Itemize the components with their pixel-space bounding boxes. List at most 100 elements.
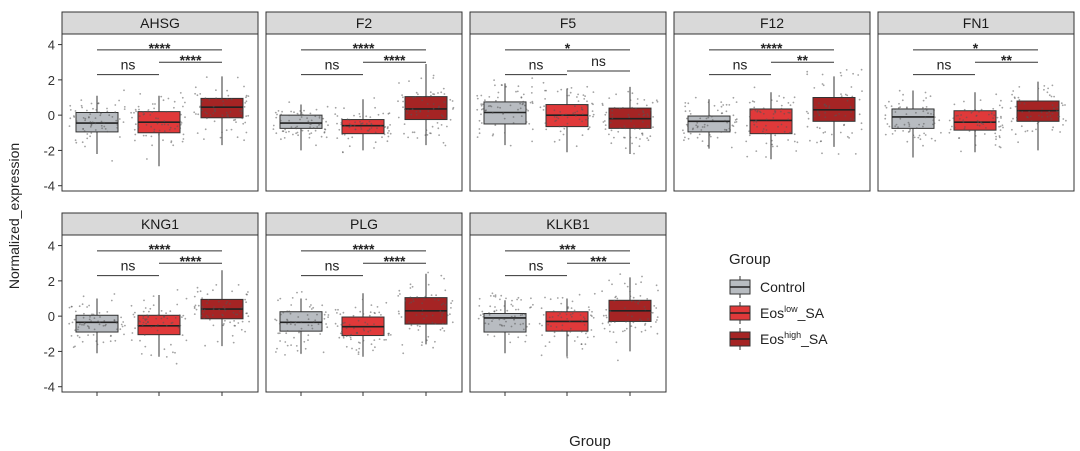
jitter-point: [604, 124, 607, 126]
jitter-point: [145, 322, 148, 325]
jitter-point: [201, 297, 204, 299]
jitter-point: [245, 96, 247, 99]
jitter-point: [350, 333, 352, 336]
jitter-point: [290, 304, 293, 306]
jitter-point: [84, 119, 86, 122]
jitter-point: [530, 297, 532, 300]
jitter-point: [238, 310, 241, 313]
jitter-point: [635, 136, 638, 139]
jitter-point: [235, 313, 237, 316]
jitter-point: [421, 341, 424, 344]
box-body: [404, 96, 448, 121]
jitter-point: [765, 118, 768, 121]
jitter-point: [696, 121, 699, 124]
jitter-point: [755, 150, 758, 153]
jitter-point: [138, 320, 141, 322]
jitter-point: [484, 99, 486, 102]
jitter-point: [656, 316, 659, 318]
jitter-point: [74, 310, 77, 313]
jitter-point: [562, 133, 565, 136]
jitter-point: [510, 325, 513, 328]
jitter-point: [780, 104, 783, 107]
jitter-point: [707, 101, 710, 104]
jitter-point: [77, 326, 80, 328]
jitter-point: [755, 119, 757, 122]
jitter-point: [949, 128, 952, 131]
jitter-point: [503, 132, 506, 134]
jitter-point: [348, 145, 351, 148]
box-body: [75, 112, 119, 133]
panel-title: PLG: [350, 216, 378, 232]
jitter-point: [223, 307, 226, 310]
box-control: [68, 89, 126, 162]
jitter-point: [631, 142, 633, 145]
jitter-point: [233, 324, 236, 327]
jitter-point: [806, 70, 809, 73]
jitter-point: [860, 128, 863, 131]
jitter-point: [539, 106, 542, 109]
jitter-point: [783, 130, 786, 133]
jitter-point: [399, 293, 401, 295]
jitter-point: [579, 314, 582, 316]
jitter-point: [638, 300, 641, 303]
jitter-point: [196, 132, 199, 135]
jitter-point: [1043, 88, 1045, 91]
jitter-point: [765, 142, 768, 145]
jitter-point: [320, 135, 323, 138]
jitter-point: [1026, 129, 1029, 132]
jitter-point: [354, 128, 357, 131]
jitter-point: [732, 125, 735, 127]
jitter-point: [540, 354, 543, 357]
jitter-point: [137, 126, 140, 129]
jitter-point: [383, 126, 386, 129]
jitter-point: [275, 351, 277, 353]
jitter-point: [241, 117, 244, 120]
jitter-point: [279, 297, 282, 300]
jitter-point: [492, 317, 494, 320]
legend-title: Group: [729, 251, 771, 268]
jitter-point: [562, 125, 565, 128]
jitter-point: [583, 324, 586, 326]
jitter-point: [71, 321, 74, 324]
jitter-point: [196, 94, 199, 97]
jitter-point: [497, 96, 499, 99]
jitter-point: [200, 314, 203, 317]
jitter-point: [906, 140, 909, 143]
panel-klkb1: KLKB1***ns ***: [469, 212, 667, 396]
jitter-point: [919, 138, 922, 141]
jitter-point: [133, 128, 136, 131]
jitter-point: [325, 323, 327, 325]
jitter-point: [980, 121, 982, 124]
jitter-point: [609, 330, 611, 333]
jitter-point: [638, 128, 641, 130]
jitter-point: [199, 290, 202, 293]
jitter-point: [365, 122, 368, 125]
jitter-point: [635, 283, 637, 285]
jitter-point: [241, 320, 244, 323]
jitter-point: [207, 299, 210, 302]
jitter-point: [912, 134, 915, 137]
jitter-point: [568, 320, 571, 322]
jitter-point: [88, 304, 90, 307]
jitter-point: [82, 128, 84, 130]
jitter-point: [437, 299, 440, 302]
jitter-point: [541, 334, 543, 336]
jitter-point: [301, 129, 304, 132]
jitter-point: [143, 334, 146, 336]
jitter-point: [641, 275, 643, 278]
jitter-point: [74, 329, 77, 332]
jitter-point: [134, 133, 137, 136]
jitter-point: [432, 107, 435, 110]
jitter-point: [308, 305, 311, 308]
jitter-point: [509, 341, 512, 344]
jitter-point: [1050, 118, 1053, 120]
jitter-point: [115, 119, 118, 122]
jitter-point: [603, 120, 606, 122]
jitter-point: [976, 124, 979, 127]
jitter-point: [591, 110, 594, 112]
jitter-point: [227, 115, 230, 118]
jitter-point: [629, 136, 632, 139]
box-eos-high-sa: [601, 86, 659, 155]
jitter-point: [231, 334, 234, 337]
signif-label: **: [1001, 52, 1012, 68]
